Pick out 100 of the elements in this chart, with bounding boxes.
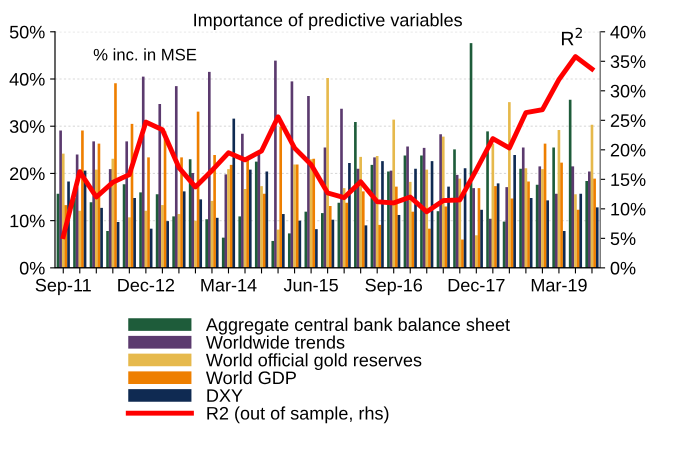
bar <box>210 200 214 268</box>
bar <box>541 169 544 268</box>
bar <box>505 187 508 268</box>
bar <box>122 184 126 268</box>
bar <box>260 186 263 268</box>
bar <box>116 222 120 268</box>
bar <box>238 216 242 268</box>
bar <box>571 166 574 268</box>
bar <box>332 220 334 268</box>
bar <box>345 202 348 268</box>
bar <box>144 210 148 268</box>
bar <box>224 174 228 268</box>
bar <box>248 170 252 268</box>
y-tick-label: 0% <box>20 262 45 275</box>
bar <box>478 188 480 268</box>
bar <box>392 120 396 268</box>
bar <box>315 229 318 268</box>
bar <box>579 194 582 268</box>
bar <box>530 198 532 268</box>
bar <box>439 134 442 268</box>
bar <box>298 220 302 268</box>
bar <box>420 155 423 268</box>
y2-tick-label: 20% <box>610 144 646 157</box>
bar <box>246 160 249 268</box>
bar <box>593 178 596 268</box>
bar <box>436 211 440 268</box>
bar <box>546 200 550 268</box>
bar <box>293 164 296 268</box>
legend-label: Worldwide trends <box>206 335 344 349</box>
bar <box>216 218 219 268</box>
bar <box>178 214 180 268</box>
bar <box>474 235 478 268</box>
bar <box>558 130 560 268</box>
bar <box>222 238 225 268</box>
x-tick-label: Jun-15 <box>284 278 338 292</box>
bar <box>404 155 406 268</box>
y-tick-label: 50% <box>10 26 45 38</box>
bar <box>194 220 197 268</box>
bar <box>172 216 175 268</box>
bar <box>114 83 117 268</box>
bar <box>254 162 258 268</box>
bar <box>585 180 588 268</box>
x-tick-label: Sep-16 <box>365 278 422 296</box>
bar <box>480 210 483 268</box>
bar <box>568 100 572 268</box>
bar <box>522 147 525 268</box>
bar <box>304 212 308 268</box>
bar <box>276 230 280 268</box>
bar <box>199 199 202 268</box>
bar <box>59 130 62 268</box>
x-tick-label: Dec-17 <box>448 278 505 292</box>
x-tick-label: Sep-11 <box>36 278 91 296</box>
bar <box>560 162 563 268</box>
bar <box>390 170 392 268</box>
bar <box>527 181 530 268</box>
bar <box>100 208 103 268</box>
bar <box>307 96 310 268</box>
bar <box>442 136 445 268</box>
bar <box>414 168 417 268</box>
bar <box>182 191 186 268</box>
x-tick-label: Mar-19 <box>532 278 587 292</box>
bar <box>373 157 376 268</box>
y2-tick-label: 40% <box>610 26 646 38</box>
bar <box>576 210 580 268</box>
bar <box>356 168 360 268</box>
bar <box>364 225 368 268</box>
bar <box>544 144 546 268</box>
x-tick-label: Dec-12 <box>118 278 174 292</box>
bar <box>488 218 492 268</box>
bar <box>588 172 591 268</box>
bar <box>282 214 285 268</box>
bar <box>139 192 142 268</box>
bar <box>412 212 414 268</box>
bar <box>98 144 100 268</box>
bar <box>538 166 542 268</box>
x-tick-label: Mar-14 <box>201 278 257 292</box>
y-tick-label: 20% <box>10 167 45 180</box>
y2-tick-label: 0% <box>610 262 636 275</box>
bar <box>106 231 109 268</box>
bar <box>164 131 166 268</box>
annotation: R$^{2}$ <box>562 28 582 46</box>
bar <box>166 221 170 268</box>
bar <box>590 124 594 268</box>
bar <box>362 191 365 268</box>
bar <box>241 134 244 268</box>
bar <box>227 169 230 268</box>
bar <box>90 202 92 268</box>
bar <box>470 43 472 268</box>
legend-label: R2 (out of sample, rhs) <box>207 406 388 424</box>
bar <box>381 161 384 268</box>
bar <box>158 104 162 268</box>
bar <box>510 198 514 268</box>
bar <box>230 164 232 268</box>
bar <box>326 78 329 268</box>
bar <box>508 102 511 268</box>
bar <box>232 118 236 268</box>
legend-label: World GDP <box>206 370 296 384</box>
annotation: % inc. in MSE <box>94 48 196 61</box>
bar <box>486 131 489 268</box>
chart-title: Importance of predictive variables <box>194 13 462 30</box>
